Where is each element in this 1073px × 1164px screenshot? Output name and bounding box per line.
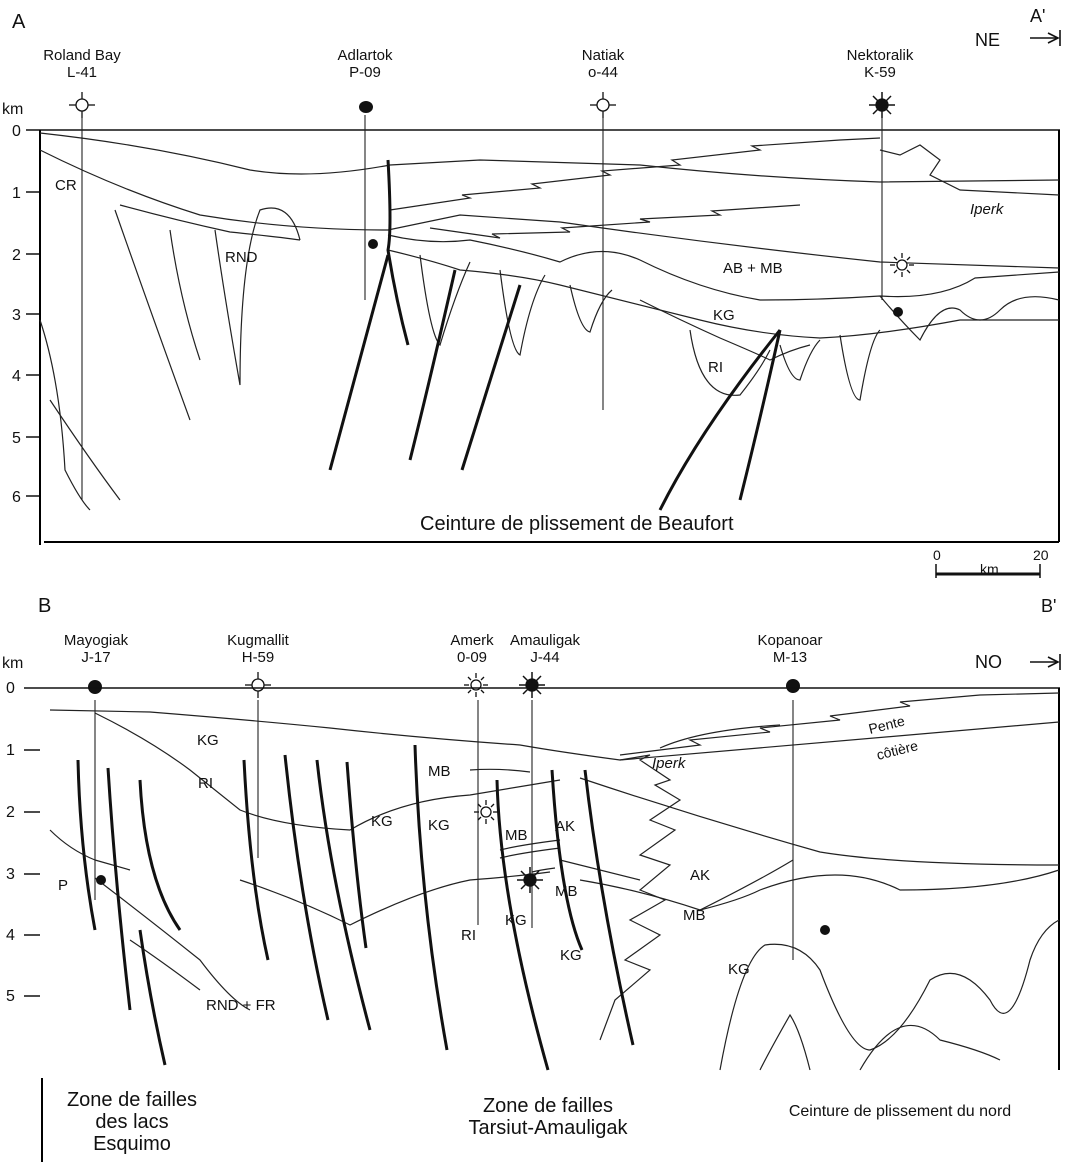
caption-esquimo-line2: des lacs <box>95 1111 168 1133</box>
oil-well-icon <box>786 679 800 693</box>
depth-tick: 4 <box>6 927 15 944</box>
depth-tick: 2 <box>12 247 21 264</box>
unit-label: Iperk <box>652 755 687 772</box>
panel-b-depth-axis: 0 1 2 3 4 5 <box>6 680 40 1005</box>
oil-show-icon <box>893 307 903 317</box>
unit-label: KG <box>197 732 219 749</box>
unit-label: KG <box>505 912 527 929</box>
unit-label: KG <box>713 307 735 324</box>
gas-show-icon <box>463 672 489 698</box>
dry-hole-icon <box>68 91 96 119</box>
unit-label: Pente <box>867 712 907 736</box>
oil-show-icon <box>820 925 830 935</box>
depth-tick: 0 <box>6 680 15 697</box>
well-id: P-09 <box>349 64 381 81</box>
unit-label: RND <box>225 249 258 266</box>
depth-tick: 6 <box>12 489 21 506</box>
depth-tick: 1 <box>12 185 21 202</box>
unit-label: RI <box>708 359 723 376</box>
scale-start: 0 <box>933 547 941 563</box>
unit-label: KG <box>560 947 582 964</box>
depth-tick: 5 <box>6 988 15 1005</box>
well-name: Roland Bay <box>43 47 121 64</box>
panel-a-faults <box>49 159 782 511</box>
panel-a-axis-unit: km <box>2 101 23 118</box>
panel-b-direction: NO <box>975 652 1002 672</box>
unit-label: MB <box>555 883 578 900</box>
well-name: Kopanoar <box>757 632 822 649</box>
unit-label: RND + FR <box>206 997 276 1014</box>
direction-arrow-icon <box>1029 653 1061 671</box>
caption-tarsiut-line1: Zone de failles <box>483 1095 613 1117</box>
well-name: Amauligak <box>510 632 581 649</box>
well-id: K-59 <box>864 64 896 81</box>
unit-label: AK <box>555 818 575 835</box>
panel-a-letter: A <box>12 11 26 33</box>
unit-label: RI <box>461 927 476 944</box>
oil-show-icon <box>368 239 378 249</box>
panel-b-end-label: B' <box>1041 596 1056 616</box>
depth-tick: 4 <box>12 368 21 385</box>
well-id: o-44 <box>588 64 618 81</box>
panel-a: A A' NE km 0 1 2 3 4 5 6 Roland Bay L-41… <box>2 6 1061 545</box>
panel-a-direction: NE <box>975 30 1000 50</box>
depth-tick: 5 <box>12 430 21 447</box>
well-id: H-59 <box>242 649 275 666</box>
oil-well-icon <box>88 680 102 694</box>
caption-esquimo-line3: Esquimo <box>93 1133 171 1155</box>
depth-tick: 0 <box>12 123 21 140</box>
panel-b-letter: B <box>38 595 51 617</box>
oil-show-icon <box>96 875 106 885</box>
oil-well-icon <box>359 101 373 113</box>
gas-well-icon <box>518 671 546 699</box>
well-name: Kugmallit <box>227 632 290 649</box>
well-name: Amerk <box>450 632 494 649</box>
scale-end: 20 <box>1033 547 1049 563</box>
unit-label: KG <box>428 817 450 834</box>
unit-label: MB <box>428 763 451 780</box>
unit-label: AB + MB <box>723 260 783 277</box>
unit-label: AK <box>690 867 710 884</box>
unit-label: côtière <box>875 737 920 763</box>
unit-label: CR <box>55 177 77 194</box>
dry-hole-icon <box>244 671 272 699</box>
panel-b-faults <box>76 744 635 1071</box>
panel-b-axis-unit: km <box>2 655 23 672</box>
panel-a-horizons <box>39 132 1060 511</box>
unit-label: MB <box>683 907 706 924</box>
depth-tick: 3 <box>12 307 21 324</box>
unit-label: Iperk <box>970 201 1005 218</box>
well-id: L-41 <box>67 64 97 81</box>
direction-arrow-icon <box>1029 29 1061 47</box>
gas-show-icon <box>889 252 915 278</box>
scale-bar: 0 20 km <box>933 547 1049 578</box>
well-id: J-17 <box>81 649 110 666</box>
well-id: 0-09 <box>457 649 487 666</box>
dry-hole-icon <box>589 91 617 119</box>
panel-b: B B' NO km 0 1 2 3 4 5 Mayogiak J-17 Kug… <box>2 595 1061 1162</box>
unit-label: RI <box>198 775 213 792</box>
panel-a-end-label: A' <box>1030 6 1045 26</box>
well-id: M-13 <box>773 649 807 666</box>
panel-b-horizons <box>49 709 1060 1071</box>
unit-label: P <box>58 877 68 894</box>
unit-label: MB <box>505 827 528 844</box>
unit-label: KG <box>728 961 750 978</box>
well-id: J-44 <box>530 649 559 666</box>
caption-tarsiut-line2: Tarsiut-Amauligak <box>469 1117 629 1139</box>
gas-well-icon <box>868 91 896 119</box>
depth-tick: 1 <box>6 742 15 759</box>
depth-tick: 3 <box>6 866 15 883</box>
panel-a-caption: Ceinture de plissement de Beaufort <box>420 513 734 535</box>
depth-tick: 2 <box>6 804 15 821</box>
caption-esquimo-line1: Zone de failles <box>67 1089 197 1111</box>
unit-label: KG <box>371 813 393 830</box>
well-name: Mayogiak <box>64 632 129 649</box>
well-name: Natiak <box>582 47 625 64</box>
caption-nord: Ceinture de plissement du nord <box>789 1103 1011 1120</box>
panel-a-depth-axis: 0 1 2 3 4 5 6 <box>12 123 40 506</box>
well-name: Nektoralik <box>847 47 914 64</box>
well-name: Adlartok <box>337 47 393 64</box>
